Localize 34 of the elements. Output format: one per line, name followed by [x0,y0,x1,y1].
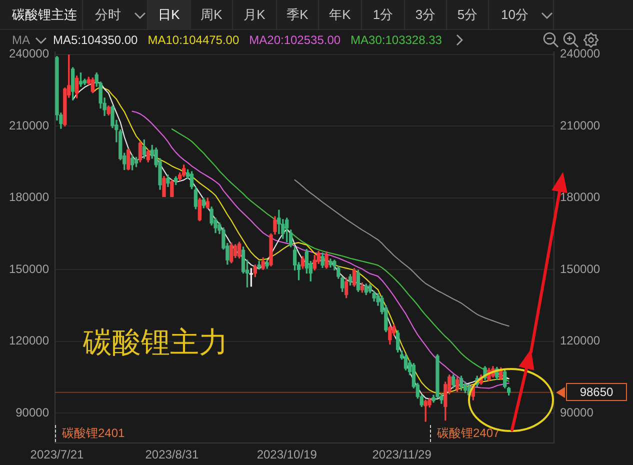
y-tick-label: 120000 [8,334,50,348]
chart-title: 碳酸锂主连 [12,6,77,24]
x-tick-label: 2023/10/19 [256,448,318,462]
y-tick-label: 180000 [8,190,50,204]
y-tick-label: 210000 [8,118,50,132]
annotation: 碳酸锂主力 [83,326,228,360]
text: MA20:102535.00 [249,33,341,47]
x-tick-label: 2023/7/21 [30,448,84,462]
tab: 季K [276,0,318,30]
tab: 10分 [488,0,554,30]
y2-tick-label: 240000 [560,46,600,61]
y2-tick-label: 150000 [560,262,600,276]
y2-tick-label: 180000 [560,190,600,204]
tab: 月K [232,0,276,30]
y2-tick-label: 90000 [560,405,594,420]
legend-title: MA [12,33,30,47]
x-tick-label: 2023/8/31 [145,448,199,462]
y2-tick-label: 210000 [560,118,600,132]
text: MA30:103328.33 [350,33,442,47]
y-tick-label: 90000 [16,405,50,420]
y-tick-label: 150000 [8,262,50,276]
price-tag: 98650 [566,383,627,402]
tab: 日K [147,0,190,30]
x-tick-label: 2023/11/29 [372,448,432,462]
text: MA10:104475.00 [148,33,240,47]
y2-tick-label: 120000 [560,334,600,348]
y-tick-label: 240000 [8,46,50,61]
tab: 1分 [361,0,404,30]
annotation: 碳酸锂2401 [62,426,125,441]
text: MA5:104350.00 [53,33,138,47]
tab: 5分 [446,0,488,30]
tab: 3分 [404,0,446,30]
tab: 周K [190,0,232,30]
tab: 年K [318,0,361,30]
